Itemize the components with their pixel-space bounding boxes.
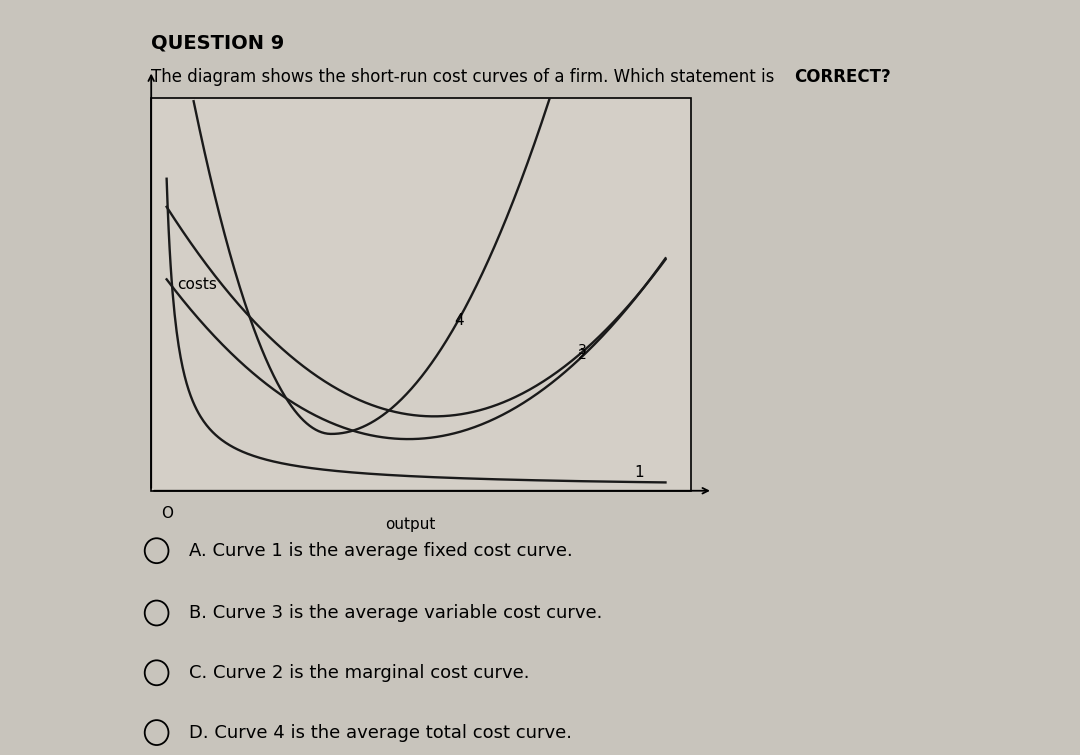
- Text: C. Curve 2 is the marginal cost curve.: C. Curve 2 is the marginal cost curve.: [189, 664, 529, 682]
- Text: The diagram shows the short-run cost curves of a firm. Which statement is: The diagram shows the short-run cost cur…: [151, 68, 780, 86]
- Text: 1: 1: [635, 465, 645, 479]
- Text: D. Curve 4 is the average total cost curve.: D. Curve 4 is the average total cost cur…: [189, 723, 572, 741]
- Text: costs: costs: [177, 276, 217, 291]
- Text: B. Curve 3 is the average variable cost curve.: B. Curve 3 is the average variable cost …: [189, 604, 603, 622]
- Text: QUESTION 9: QUESTION 9: [151, 34, 284, 53]
- Text: 3: 3: [578, 344, 586, 357]
- Text: CORRECT?: CORRECT?: [794, 68, 891, 86]
- Text: 2: 2: [578, 348, 586, 362]
- Text: output: output: [386, 516, 435, 532]
- Text: A. Curve 1 is the average fixed cost curve.: A. Curve 1 is the average fixed cost cur…: [189, 541, 572, 559]
- Text: 4: 4: [455, 313, 464, 328]
- Text: O: O: [161, 507, 173, 521]
